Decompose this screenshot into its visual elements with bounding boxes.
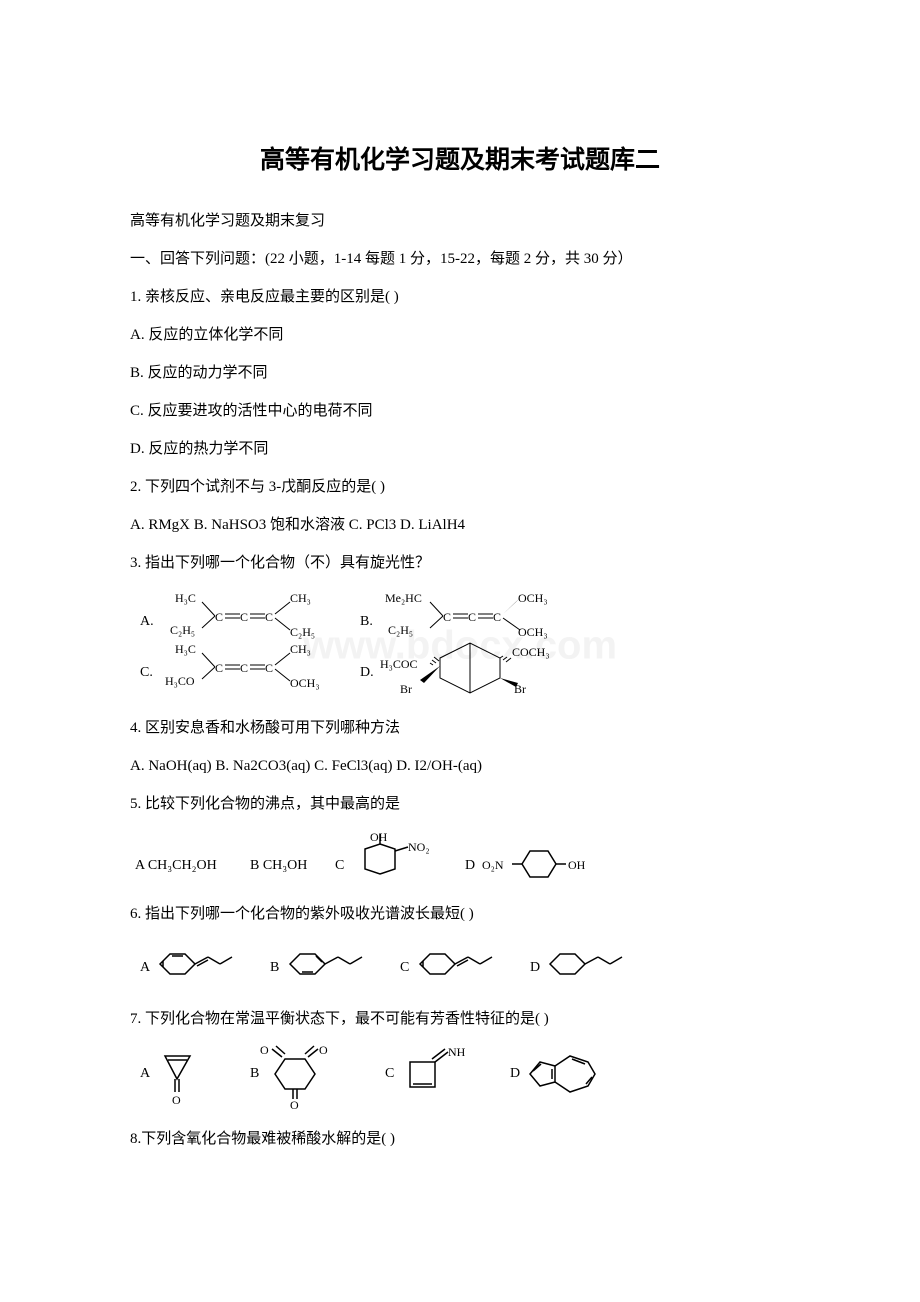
q3-structures: A. H₃C C₂H₅ C C C CH₃ C₂H₅ B. Me₂HC C₂H₅… [130,588,690,698]
q4-options: A. NaOH(aq) B. Na2CO3(aq) C. FeCl3(aq) D… [130,751,790,781]
svg-text:NO₂: NO₂ [408,840,430,854]
q3-text: 3. 指出下列哪一个化合物（不）具有旋光性？ [130,548,790,578]
svg-text:C: C [265,610,273,624]
svg-text:A: A [140,1066,151,1081]
svg-text:OCH₃: OCH₃ [518,625,548,639]
svg-text:O₂N: O₂N [482,858,504,872]
q1-text: 1. 亲核反应、亲电反应最主要的区别是( ) [130,282,790,312]
svg-text:C: C [443,610,451,624]
svg-text:OH: OH [370,830,388,844]
svg-text:CH₃: CH₃ [290,591,311,605]
svg-text:OCH₃: OCH₃ [290,676,320,690]
svg-text:CH₃: CH₃ [290,642,311,656]
svg-text:COCH₃: COCH₃ [512,645,550,659]
svg-text:OH: OH [568,858,586,872]
q7-figure: A O B O O O C NH [130,1044,790,1114]
svg-text:C: C [468,610,476,624]
svg-text:O: O [260,1044,269,1057]
svg-text:OCH₃: OCH₃ [518,591,548,605]
q6-figure: A B C D [130,939,790,994]
svg-text:D.: D. [360,665,374,680]
svg-text:B CH₃OH: B CH₃OH [250,858,307,873]
q6-structures: A B C D [130,939,690,989]
svg-text:B: B [270,960,279,975]
q7-structures: A O B O O O C NH [130,1044,690,1109]
svg-text:C: C [240,661,248,675]
subtitle: 高等有机化学习题及期末复习 [130,206,790,236]
svg-text:C₂H₅: C₂H₅ [388,623,413,637]
svg-text:H₃COC: H₃COC [380,657,418,671]
svg-text:C.: C. [140,665,153,680]
q3-figure: www.bdocx.com A. H₃C C₂H₅ C C C CH₃ C₂H₅… [130,588,790,703]
svg-text:A CH₃CH₂OH: A CH₃CH₂OH [135,858,217,873]
q1-option-c: C. 反应要进攻的活性中心的电荷不同 [130,396,790,426]
svg-text:Me₂HC: Me₂HC [385,591,422,605]
svg-text:H₃CO: H₃CO [165,674,195,688]
svg-text:D: D [510,1066,520,1081]
q1-option-d: D. 反应的热力学不同 [130,434,790,464]
q7-text: 7. 下列化合物在常温平衡状态下，最不可能有芳香性特征的是( ) [130,1004,790,1034]
svg-text:C₂H₅: C₂H₅ [170,623,195,637]
svg-text:C: C [265,661,273,675]
q5-figure: A CH₃CH₂OH B CH₃OH C OH NO₂ D O₂N OH [130,829,790,889]
section-header: 一、回答下列问题：(22 小题，1-14 每题 1 分，15-22，每题 2 分… [130,244,790,274]
svg-text:C: C [400,960,409,975]
q4-text: 4. 区别安息香和水杨酸可用下列哪种方法 [130,713,790,743]
svg-text:D: D [530,960,540,975]
q5-structures: A CH₃CH₂OH B CH₃OH C OH NO₂ D O₂N OH [130,829,690,884]
q8-text: 8.下列含氧化合物最难被稀酸水解的是( ) [130,1124,790,1154]
svg-text:C: C [240,610,248,624]
svg-text:C: C [215,610,223,624]
svg-text:O: O [290,1098,299,1109]
q2-options: A. RMgX B. NaHSO3 饱和水溶液 C. PCl3 D. LiAlH… [130,510,790,540]
page-title: 高等有机化学习题及期末考试题库二 [130,140,790,176]
svg-text:C: C [493,610,501,624]
svg-text:A.: A. [140,614,154,629]
svg-text:B: B [250,1066,259,1081]
q2-text: 2. 下列四个试剂不与 3-戊酮反应的是( ) [130,472,790,502]
q1-option-b: B. 反应的动力学不同 [130,358,790,388]
svg-text:NH: NH [448,1045,466,1059]
svg-text:C₂H₅: C₂H₅ [290,625,315,639]
svg-text:O: O [172,1093,181,1107]
svg-text:B.: B. [360,614,373,629]
q6-text: 6. 指出下列哪一个化合物的紫外吸收光谱波长最短( ) [130,899,790,929]
svg-text:C: C [215,661,223,675]
q1-option-a: A. 反应的立体化学不同 [130,320,790,350]
svg-text:H₃C: H₃C [175,642,196,656]
svg-text:Br: Br [400,682,412,696]
svg-text:A: A [140,960,151,975]
svg-text:H₃C: H₃C [175,591,196,605]
svg-text:C: C [335,858,344,873]
svg-text:Br: Br [514,682,526,696]
document-page: 高等有机化学习题及期末考试题库二 高等有机化学习题及期末复习 一、回答下列问题：… [0,0,920,1222]
svg-text:D: D [465,858,475,873]
svg-text:O: O [319,1044,328,1057]
svg-text:C: C [385,1066,394,1081]
q5-text: 5. 比较下列化合物的沸点，其中最高的是 [130,789,790,819]
